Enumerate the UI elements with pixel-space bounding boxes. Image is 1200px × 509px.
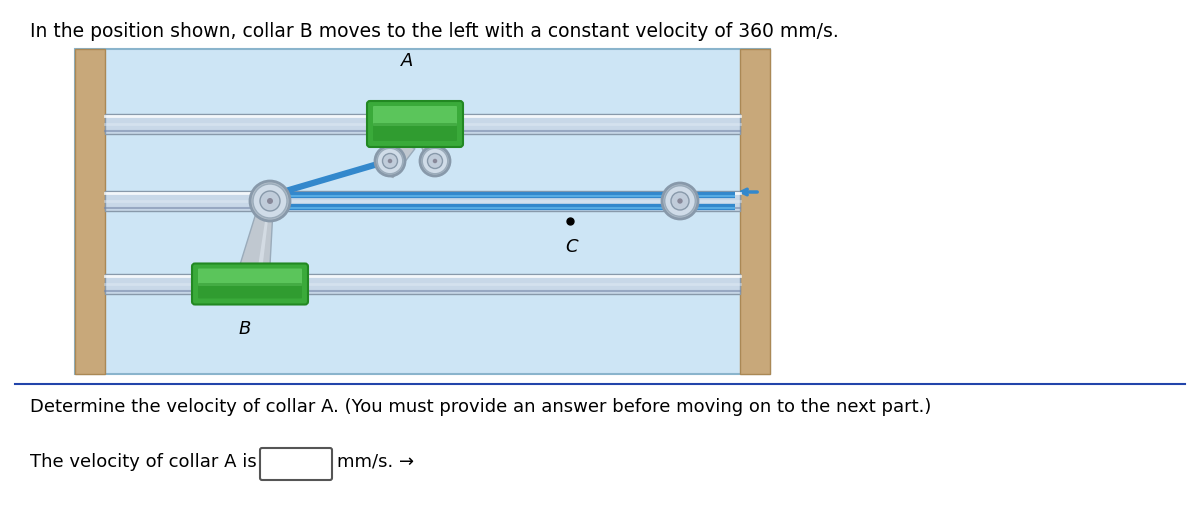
Bar bbox=[106, 191, 740, 212]
FancyBboxPatch shape bbox=[198, 284, 302, 299]
Polygon shape bbox=[389, 143, 403, 177]
Circle shape bbox=[420, 147, 450, 177]
Polygon shape bbox=[240, 183, 275, 270]
FancyBboxPatch shape bbox=[198, 269, 302, 287]
Circle shape bbox=[388, 159, 392, 164]
FancyBboxPatch shape bbox=[260, 448, 332, 480]
Circle shape bbox=[665, 186, 695, 217]
Circle shape bbox=[250, 182, 290, 221]
Bar bbox=[106, 274, 740, 294]
Circle shape bbox=[671, 192, 689, 211]
Bar bbox=[74, 50, 106, 374]
FancyBboxPatch shape bbox=[373, 124, 457, 142]
Polygon shape bbox=[258, 184, 272, 268]
Polygon shape bbox=[426, 145, 434, 177]
Polygon shape bbox=[421, 144, 439, 177]
Text: mm/s. →: mm/s. → bbox=[337, 452, 414, 470]
Text: In the position shown, collar B moves to the left with a constant velocity of 36: In the position shown, collar B moves to… bbox=[30, 22, 839, 41]
Circle shape bbox=[427, 154, 443, 169]
Bar bbox=[740, 50, 770, 374]
Circle shape bbox=[662, 184, 698, 219]
Circle shape bbox=[374, 147, 406, 177]
Polygon shape bbox=[388, 140, 415, 178]
Text: B: B bbox=[239, 320, 251, 338]
Circle shape bbox=[677, 199, 683, 204]
Bar bbox=[74, 50, 770, 374]
FancyBboxPatch shape bbox=[192, 264, 308, 305]
Circle shape bbox=[253, 185, 287, 218]
Text: The velocity of collar A is: The velocity of collar A is bbox=[30, 452, 257, 470]
Bar bbox=[106, 115, 740, 135]
Text: Determine the velocity of collar A. (You must provide an answer before moving on: Determine the velocity of collar A. (You… bbox=[30, 397, 931, 415]
Circle shape bbox=[266, 199, 274, 205]
Circle shape bbox=[383, 154, 397, 169]
Circle shape bbox=[377, 149, 403, 175]
FancyBboxPatch shape bbox=[373, 107, 457, 127]
Circle shape bbox=[422, 149, 448, 175]
Text: A: A bbox=[401, 52, 413, 70]
Circle shape bbox=[433, 159, 437, 164]
Text: C: C bbox=[565, 238, 578, 256]
Circle shape bbox=[260, 191, 280, 212]
FancyBboxPatch shape bbox=[367, 102, 463, 148]
